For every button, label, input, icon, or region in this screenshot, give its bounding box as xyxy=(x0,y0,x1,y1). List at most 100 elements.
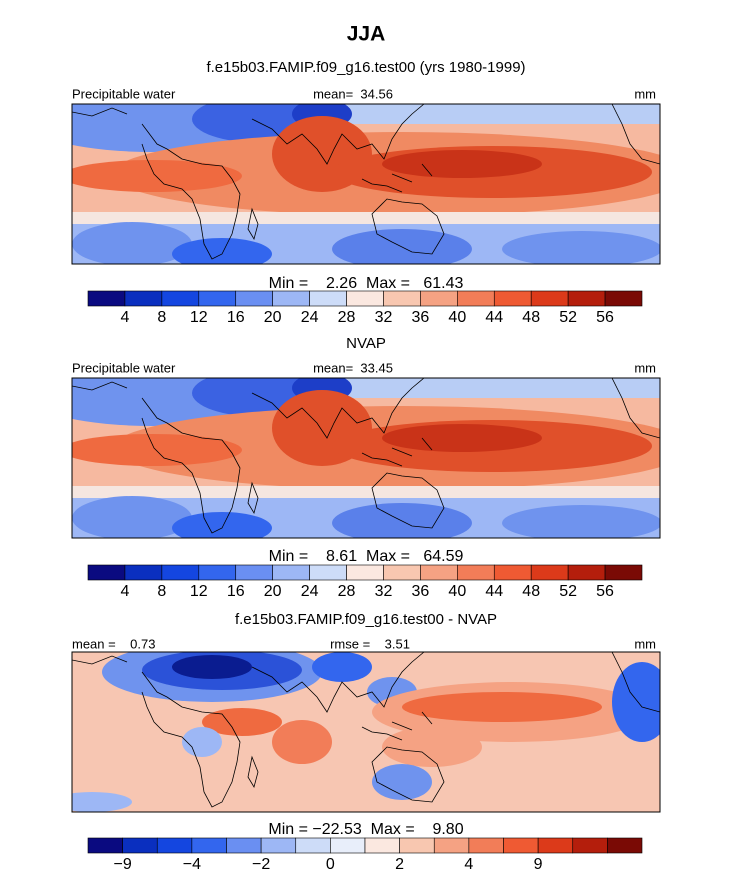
colorbar-label: 12 xyxy=(190,583,208,600)
colorbar-box xyxy=(567,290,606,307)
colorbar-label: 56 xyxy=(596,309,614,326)
colorbar-label: 44 xyxy=(485,583,503,600)
center-label: mean= 33.45 xyxy=(313,360,393,375)
colorbar-label: 52 xyxy=(559,309,577,326)
colorbar-box xyxy=(226,837,262,854)
colorbar-box xyxy=(420,564,458,581)
colorbar-label: 16 xyxy=(227,309,245,326)
colorbar-box xyxy=(420,290,458,307)
colorbar-label: 4 xyxy=(464,856,473,873)
colorbar-label: 40 xyxy=(448,309,466,326)
colorbar-box xyxy=(607,837,643,854)
colorbar-label: −9 xyxy=(114,856,132,873)
colorbar-box xyxy=(530,564,569,581)
panel-title: NVAP xyxy=(346,335,386,352)
map xyxy=(52,642,672,813)
figure-title: JJA xyxy=(347,23,386,46)
colorbar-box xyxy=(124,564,163,581)
colorbar-box xyxy=(191,837,227,854)
colorbar-box xyxy=(346,564,384,581)
colorbar-label: 36 xyxy=(412,583,430,600)
center-label: rmse = 3.51 xyxy=(330,636,410,651)
colorbar-box xyxy=(383,564,421,581)
colorbar-box xyxy=(399,837,435,854)
colorbar-label: 28 xyxy=(338,583,356,600)
colorbar-box xyxy=(346,290,384,307)
colorbar-label: 20 xyxy=(264,583,282,600)
colorbar-box xyxy=(530,290,569,307)
panel-title: f.e15b03.FAMIP.f09_g16.test00 (yrs 1980-… xyxy=(206,59,525,76)
colorbar-label: −4 xyxy=(183,856,201,873)
colorbar-label: 24 xyxy=(301,583,319,600)
colorbar-label: 0 xyxy=(326,856,335,873)
colorbar-box xyxy=(156,837,193,854)
colorbar-label: 48 xyxy=(522,309,540,326)
colorbar-box xyxy=(309,290,347,307)
left-label: Precipitable water xyxy=(72,86,176,101)
left-label: Precipitable water xyxy=(72,360,176,375)
right-label: mm xyxy=(634,360,656,375)
center-label: mean= 34.56 xyxy=(313,86,393,101)
colorbar-box xyxy=(161,290,200,307)
colorbar-box xyxy=(503,837,539,854)
colorbar-box xyxy=(272,564,310,581)
colorbar-label: 2 xyxy=(395,856,404,873)
colorbar-label: 20 xyxy=(264,309,282,326)
stats: Min = −22.53 Max = 9.80 xyxy=(268,821,463,838)
colorbar-label: 40 xyxy=(448,583,466,600)
colorbar-box xyxy=(260,837,297,854)
colorbar-label: 4 xyxy=(120,583,129,600)
colorbar-label: 52 xyxy=(559,583,577,600)
colorbar-label: 28 xyxy=(338,309,356,326)
colorbar-box xyxy=(493,290,532,307)
colorbar-box xyxy=(87,564,126,581)
colorbar-label: 32 xyxy=(375,583,393,600)
colorbar-label: 12 xyxy=(190,309,208,326)
colorbar-box xyxy=(330,837,366,854)
panel-title: f.e15b03.FAMIP.f09_g16.test00 - NVAP xyxy=(235,611,497,628)
colorbar-box xyxy=(457,290,495,307)
colorbar-box xyxy=(567,564,606,581)
map xyxy=(32,95,692,270)
colorbar-box xyxy=(87,837,123,854)
colorbar-box xyxy=(468,837,504,854)
left-label: mean = 0.73 xyxy=(72,636,155,651)
colorbar-label: 44 xyxy=(485,309,503,326)
colorbar-label: 24 xyxy=(301,309,319,326)
colorbar-box xyxy=(295,837,331,854)
colorbar-label: 8 xyxy=(157,583,166,600)
colorbar-box xyxy=(433,837,470,854)
colorbar-label: 4 xyxy=(120,309,129,326)
right-label: mm xyxy=(634,636,656,651)
colorbar-box xyxy=(124,290,163,307)
colorbar-box xyxy=(537,837,574,854)
colorbar-label: 8 xyxy=(157,309,166,326)
colorbar-box xyxy=(87,290,126,307)
colorbar-label: 56 xyxy=(596,583,614,600)
map xyxy=(32,369,692,544)
colorbar-label: 36 xyxy=(412,309,430,326)
colorbar-box xyxy=(383,290,421,307)
colorbar-label: 16 xyxy=(227,583,245,600)
colorbar-box xyxy=(235,290,273,307)
colorbar-box xyxy=(604,564,643,581)
colorbar-box xyxy=(364,837,400,854)
colorbar-box xyxy=(457,564,495,581)
colorbar-box xyxy=(122,837,158,854)
colorbar-box xyxy=(604,290,643,307)
stats: Min = 2.26 Max = 61.43 xyxy=(269,275,464,292)
colorbar-box xyxy=(309,564,347,581)
colorbar-box xyxy=(572,837,608,854)
stats: Min = 8.61 Max = 64.59 xyxy=(269,548,464,565)
colorbar-label: 9 xyxy=(534,856,543,873)
colorbar-box xyxy=(272,290,310,307)
colorbar-box xyxy=(493,564,532,581)
colorbar-box xyxy=(235,564,273,581)
colorbar-label: 48 xyxy=(522,583,540,600)
colorbar-box xyxy=(198,564,237,581)
colorbar-box xyxy=(161,564,200,581)
colorbar-box xyxy=(198,290,237,307)
colorbar-label: −2 xyxy=(252,856,270,873)
colorbar-label: 32 xyxy=(375,309,393,326)
